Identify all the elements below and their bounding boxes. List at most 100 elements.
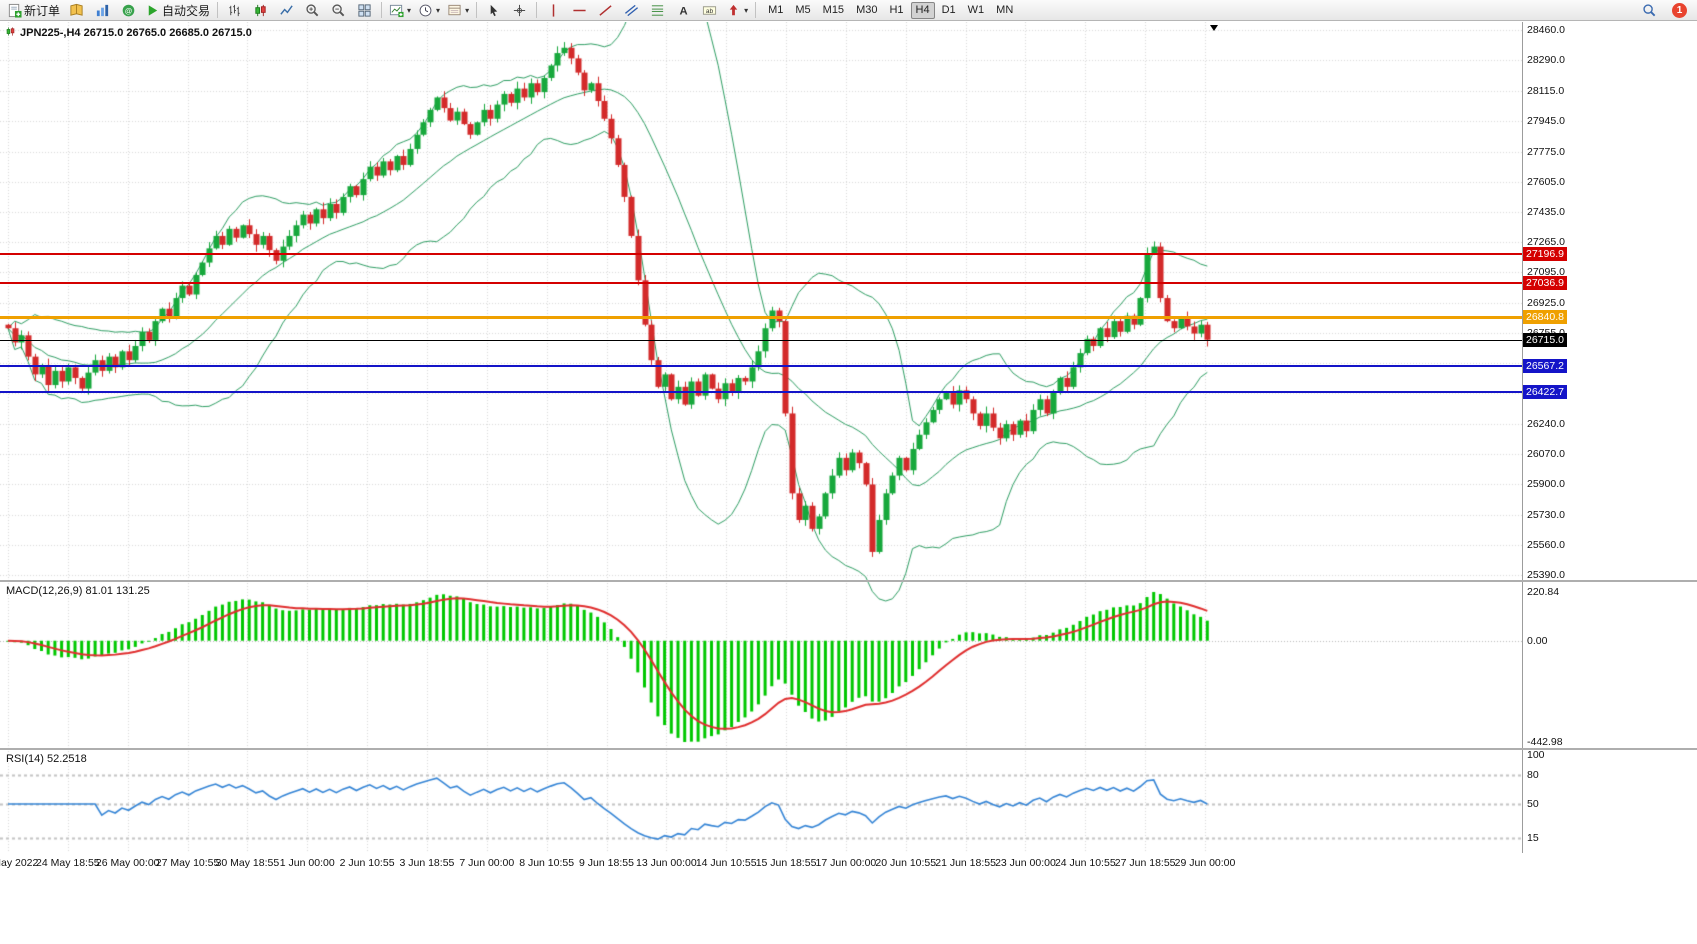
- notifications-badge[interactable]: 1: [1672, 2, 1687, 18]
- price-axis-border: [1522, 22, 1523, 853]
- timeframe-D1[interactable]: D1: [941, 3, 956, 16]
- order-form-icon: [7, 3, 22, 18]
- chart-symbol-icon: [5, 26, 16, 40]
- play-icon: [145, 3, 160, 18]
- timeframe-M30[interactable]: M30: [856, 3, 878, 16]
- search-button[interactable]: [1637, 0, 1662, 20]
- time-axis-label: 26 May 00:00: [95, 857, 160, 869]
- timeframe-M15[interactable]: M15: [822, 3, 845, 16]
- time-axis-label: 9 Jun 18:55: [579, 857, 634, 869]
- panel-separator[interactable]: [0, 580, 1697, 582]
- price-tick-label: 28115.0: [1527, 85, 1565, 98]
- macd-indicator-label: MACD(12,26,9) 81.01 131.25: [6, 585, 150, 597]
- community-button[interactable]: @: [116, 0, 141, 20]
- charts-button[interactable]: [90, 0, 115, 20]
- svg-text:@: @: [125, 6, 133, 15]
- macd-axis-label: 220.84: [1527, 586, 1560, 598]
- time-axis-label: 3 Jun 18:55: [399, 857, 455, 869]
- time-axis-label: 14 Jun 10:55: [695, 857, 757, 869]
- time-axis-label: 29 Jun 00:00: [1174, 857, 1236, 869]
- panel-separator[interactable]: [0, 748, 1697, 750]
- time-axis-label: 17 Jun 00:00: [815, 857, 877, 869]
- clock-icon: [418, 3, 433, 18]
- chart-shift-marker[interactable]: [1210, 25, 1218, 31]
- price-tick-label: 26415.0: [1527, 387, 1565, 400]
- candles-type-button[interactable]: [248, 0, 273, 20]
- price-tick-label: 26755.0: [1527, 326, 1565, 339]
- price-tick-label: 25730.0: [1527, 508, 1565, 521]
- rsi-axis-label: 50: [1527, 798, 1539, 810]
- crosshair-icon: [512, 3, 527, 18]
- new-order-button[interactable]: 新订单: [4, 0, 63, 20]
- channel-button[interactable]: [619, 0, 644, 20]
- price-badge-26840.8: 26840.8: [1523, 310, 1567, 325]
- zoom-out-button[interactable]: [326, 0, 351, 20]
- new-chart-button[interactable]: ▾: [386, 0, 414, 20]
- toolbar-separator: [217, 2, 219, 18]
- timeframe-H4[interactable]: H4: [910, 1, 935, 19]
- autotrade-button[interactable]: 自动交易: [142, 0, 213, 20]
- time-axis-label: 27 Jun 18:55: [1114, 857, 1176, 869]
- chart-ohlc-text: JPN225-,H4 26715.0 26765.0 26685.0 26715…: [20, 27, 252, 39]
- candles-icon: [253, 3, 268, 18]
- tile-windows-icon: [357, 3, 372, 18]
- autotrade-button-label: 自动交易: [162, 3, 211, 18]
- timeframe-M1[interactable]: M1: [768, 3, 784, 16]
- arrow-icon: [726, 3, 741, 18]
- price-badge-27036.9: 27036.9: [1523, 275, 1567, 290]
- horizontal-line-icon: [572, 3, 587, 18]
- periods-button[interactable]: ▾: [415, 0, 443, 20]
- mql5-button[interactable]: [64, 0, 89, 20]
- vertical-line-button[interactable]: [541, 0, 566, 20]
- line-chart-icon: [279, 3, 294, 18]
- price-tick-label: 28460.0: [1527, 24, 1565, 36]
- templates-button[interactable]: ▾: [444, 0, 472, 20]
- text-button[interactable]: A: [671, 0, 696, 20]
- bars-type-button[interactable]: [222, 0, 247, 20]
- rsi-axis-label: 80: [1527, 768, 1539, 781]
- chevron-down-icon: ▾: [465, 5, 470, 15]
- text-icon: A: [676, 3, 691, 18]
- crosshair-button[interactable]: [507, 0, 532, 20]
- price-tick-label: 27945.0: [1527, 115, 1565, 128]
- price-tick-label: 27605.0: [1527, 175, 1565, 188]
- time-axis-label: 24 May 18:55: [36, 857, 100, 869]
- gold-book-icon: [69, 3, 84, 18]
- price-tick-label: 25900.0: [1527, 478, 1565, 491]
- rsi-axis-label: 100: [1527, 749, 1545, 761]
- svg-text:ab: ab: [706, 8, 714, 15]
- time-axis-label: 27 May 10:55: [155, 857, 220, 869]
- time-axis-label: 8 Jun 10:55: [519, 857, 575, 869]
- zoom-in-icon: [305, 3, 320, 18]
- new-chart-icon: [389, 3, 404, 18]
- price-tick-label: 28290.0: [1527, 54, 1565, 67]
- blue-bars-icon: [95, 3, 110, 18]
- zoom-in-button[interactable]: [300, 0, 325, 20]
- price-tick-label: 26070.0: [1527, 448, 1565, 461]
- timeframe-W1[interactable]: W1: [967, 3, 985, 16]
- line-type-button[interactable]: [274, 0, 299, 20]
- price-tick-label: 26240.0: [1527, 418, 1565, 431]
- arrows-button[interactable]: ▾: [723, 0, 751, 20]
- time-axis-label: 18 May 2022: [0, 857, 39, 869]
- horizontal-line-button[interactable]: [567, 0, 592, 20]
- price-chart-canvas[interactable]: [0, 22, 1522, 853]
- price-tick-label: 27265.0: [1527, 236, 1565, 249]
- timeframe-M5[interactable]: M5: [795, 3, 811, 16]
- timeframe-toolbar: M1 M5 M15 M30 H1 H4 D1 W1 MN: [762, 1, 1019, 19]
- time-axis-label: 13 Jun 00:00: [635, 857, 697, 869]
- cursor-button[interactable]: [481, 0, 506, 20]
- label-button[interactable]: ab: [697, 0, 722, 20]
- timeframe-H1[interactable]: H1: [889, 3, 904, 16]
- trendline-button[interactable]: [593, 0, 618, 20]
- price-tick-label: 26585.0: [1527, 356, 1565, 369]
- price-tick-label: 25560.0: [1527, 538, 1565, 551]
- timeframe-MN[interactable]: MN: [996, 3, 1014, 16]
- toolbar-separator: [536, 2, 538, 18]
- fibonacci-button[interactable]: [645, 0, 670, 20]
- macd-axis-label: 0.00: [1527, 634, 1548, 647]
- fibonacci-icon: [650, 3, 665, 18]
- current-price-badge: 26715.0: [1523, 332, 1567, 347]
- tile-windows-button[interactable]: [352, 0, 377, 20]
